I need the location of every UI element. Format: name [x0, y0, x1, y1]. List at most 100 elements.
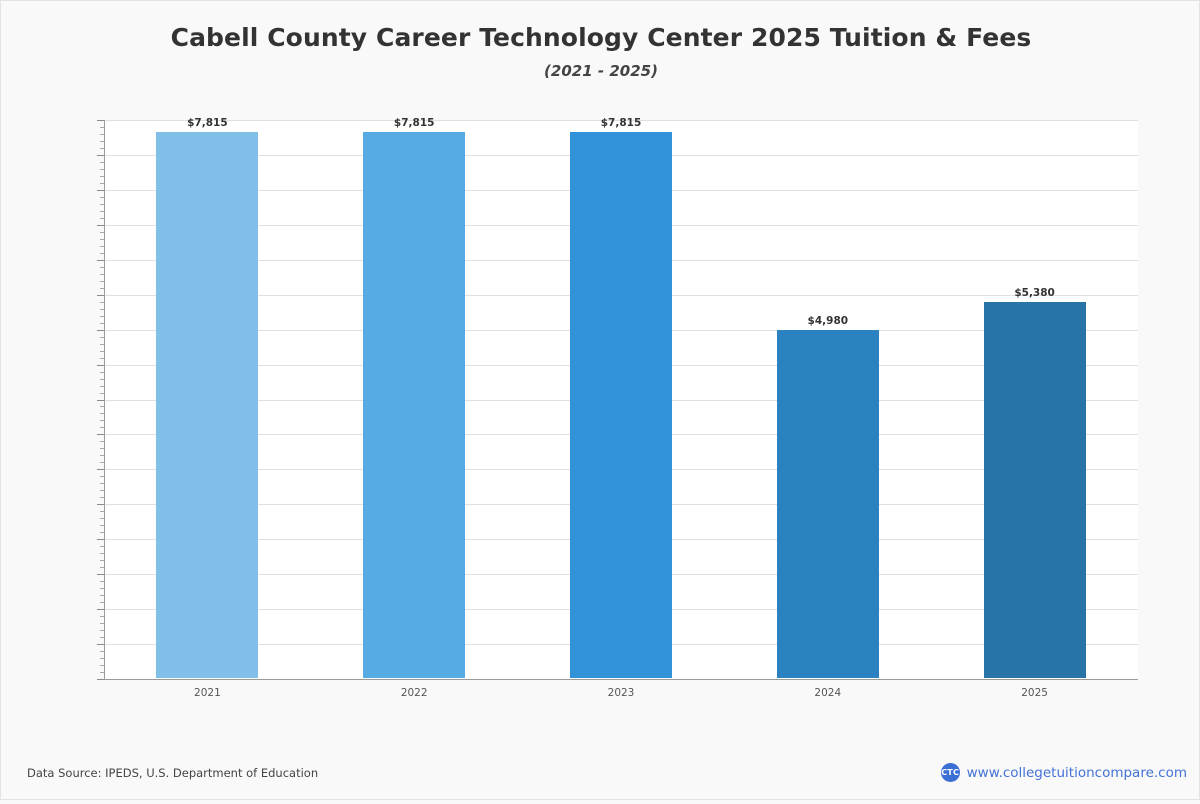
bar-value-label: $5,380	[1014, 287, 1055, 300]
y-axis-minor-tick	[100, 133, 104, 135]
y-axis-minor-tick	[100, 588, 104, 590]
y-axis-tick	[97, 364, 104, 366]
y-axis-tick	[97, 539, 104, 541]
y-axis-minor-tick	[100, 483, 104, 485]
y-axis-minor-tick	[100, 658, 104, 660]
y-axis-minor-tick	[100, 567, 104, 569]
y-axis-minor-tick	[100, 448, 104, 450]
x-axis-labels: 2021 2022 2023 2024 2025	[104, 687, 1138, 707]
y-axis-tick	[97, 154, 104, 156]
bar-2024[interactable]	[776, 330, 879, 678]
y-axis-minor-tick	[100, 476, 104, 478]
y-axis-minor-tick	[100, 406, 104, 408]
y-axis-minor-tick	[100, 553, 104, 555]
bar-2022[interactable]	[363, 131, 466, 678]
bar-2021[interactable]	[156, 131, 259, 678]
data-source-text: Data Source: IPEDS, U.S. Department of E…	[27, 766, 319, 780]
y-axis-minor-tick	[100, 301, 104, 303]
y-axis-minor-tick	[100, 546, 104, 548]
y-axis-minor-tick	[100, 518, 104, 520]
y-axis-minor-tick	[100, 616, 104, 618]
y-axis-minor-tick	[100, 287, 104, 289]
y-axis-minor-tick	[100, 343, 104, 345]
y-axis-minor-tick	[100, 182, 104, 184]
y-axis-tick	[97, 434, 104, 436]
y-axis-minor-tick	[100, 168, 104, 170]
y-axis-tick	[97, 294, 104, 296]
y-axis-tick	[97, 224, 104, 226]
y-axis-tick	[97, 120, 104, 121]
y-axis-minor-tick	[100, 490, 104, 492]
x-axis-tick-label: 2024	[814, 687, 842, 699]
y-axis-minor-tick	[100, 651, 104, 653]
y-axis-minor-tick	[100, 280, 104, 282]
chart-subtitle: (2021 - 2025)	[544, 62, 658, 80]
y-axis-minor-tick	[100, 350, 104, 352]
bar-value-label: $7,815	[187, 116, 228, 129]
y-axis-minor-tick	[100, 623, 104, 625]
y-axis-minor-tick	[100, 217, 104, 219]
y-axis-minor-tick	[100, 210, 104, 212]
y-axis-minor-tick	[100, 455, 104, 457]
y-axis-tick	[97, 469, 104, 471]
y-axis-minor-tick	[100, 126, 104, 128]
y-axis-tick	[97, 609, 104, 611]
y-axis-minor-tick	[100, 637, 104, 639]
x-axis-tick-label: 2023	[607, 687, 635, 699]
y-axis-minor-tick	[100, 420, 104, 422]
y-axis-minor-tick	[100, 672, 104, 673]
y-axis-tick	[97, 329, 104, 331]
page-title: Cabell County Career Technology Center 2…	[170, 23, 1032, 52]
y-axis-minor-tick	[100, 532, 104, 534]
bar-value-label: $7,815	[393, 116, 435, 129]
y-axis-minor-tick	[100, 322, 104, 324]
y-axis-minor-tick	[100, 203, 104, 205]
bar-2023[interactable]	[570, 131, 672, 678]
y-axis-tick	[97, 504, 104, 506]
y-axis-minor-tick	[100, 665, 104, 667]
y-axis-tick	[97, 679, 104, 680]
bar-2025[interactable]	[983, 302, 1086, 678]
y-axis-tick	[97, 574, 104, 576]
y-axis-minor-tick	[100, 245, 104, 247]
y-axis-tick	[97, 189, 104, 191]
y-axis-minor-tick	[100, 385, 104, 387]
ctc-logo-icon: CTC	[940, 763, 960, 782]
y-axis-minor-tick	[100, 357, 104, 359]
brand-footer[interactable]: CTC www.collegetuitioncompare.com	[940, 763, 1187, 782]
y-axis-minor-tick	[100, 560, 104, 562]
y-axis-minor-tick	[100, 413, 104, 415]
y-axis-minor-tick	[100, 175, 104, 177]
x-axis-tick-label: 2025	[1021, 687, 1048, 699]
plot-area: $7,815 $7,815 $7,815 $4,980 $5,380	[104, 116, 1138, 679]
y-axis-minor-tick	[100, 161, 104, 163]
y-axis-minor-tick	[100, 378, 104, 380]
y-axis-minor-tick	[100, 196, 104, 198]
y-axis-minor-tick	[100, 371, 104, 373]
y-axis-minor-tick	[100, 441, 104, 443]
y-axis-minor-tick	[100, 140, 104, 142]
y-axis-minor-tick	[100, 511, 104, 513]
y-axis-line	[104, 120, 105, 680]
y-axis-minor-tick	[100, 595, 104, 597]
gridline	[104, 120, 1138, 121]
x-axis-tick-label: 2022	[400, 687, 428, 699]
x-axis-tick-label: 2021	[194, 687, 221, 699]
y-axis-minor-tick	[100, 336, 104, 338]
y-axis-minor-tick	[100, 273, 104, 275]
y-axis-minor-tick	[100, 231, 104, 233]
x-axis-line	[104, 679, 1138, 680]
y-axis-minor-tick	[100, 392, 104, 394]
y-axis-minor-tick	[100, 308, 104, 310]
y-axis-minor-tick	[100, 147, 104, 149]
y-axis-minor-tick	[100, 462, 104, 464]
bar-value-label: $4,980	[807, 315, 849, 328]
y-axis-tick	[97, 644, 104, 646]
y-axis-minor-tick	[100, 581, 104, 583]
y-axis-minor-tick	[100, 602, 104, 604]
y-axis-tick	[97, 399, 104, 401]
plot-wrapper: $7,815 $7,815 $7,815 $4,980 $5,380	[97, 116, 1138, 680]
website-link[interactable]: www.collegetuitioncompare.com	[966, 764, 1187, 781]
y-axis-minor-tick	[100, 238, 104, 240]
